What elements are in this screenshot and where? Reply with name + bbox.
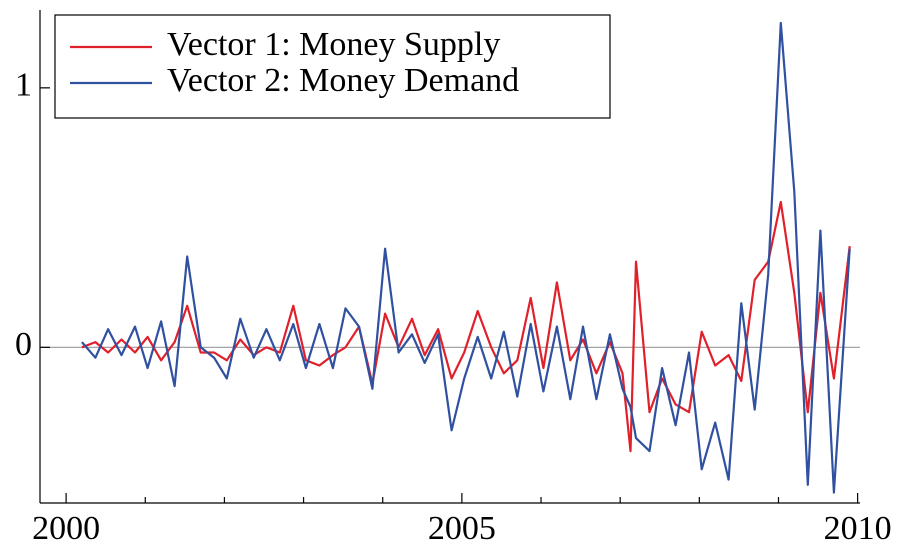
x-tick-label: 2010: [824, 510, 892, 547]
legend-label: Vector 2: Money Demand: [167, 62, 519, 99]
series-line: [81, 200, 851, 453]
legend-box: [54, 14, 611, 119]
x-tick-label: 2000: [32, 510, 100, 547]
y-tick-label: 1: [15, 67, 32, 104]
y-tick-label: 0: [15, 326, 32, 363]
x-tick-label: 2005: [428, 510, 496, 547]
series-line: [81, 21, 851, 494]
legend-label: Vector 1: Money Supply: [167, 26, 500, 63]
